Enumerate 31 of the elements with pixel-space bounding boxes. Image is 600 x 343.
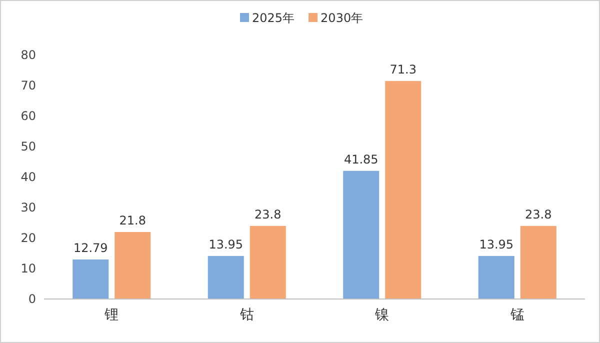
x-tick-label: 锂: [104, 307, 119, 323]
data-label: 13.95: [479, 237, 514, 252]
bar: [478, 256, 514, 300]
data-label: 41.85: [344, 152, 378, 166]
bar: [114, 232, 151, 300]
y-tick-label: 60: [20, 109, 36, 123]
x-tick-label: 锰: [509, 307, 524, 323]
y-tick-label: 40: [20, 170, 36, 184]
data-label: 23.8: [254, 207, 282, 222]
y-tick-label: 30: [20, 200, 36, 214]
data-label: 12.79: [73, 240, 108, 255]
data-label: 13.95: [208, 237, 244, 252]
y-tick-label: 70: [20, 78, 36, 92]
bar: [385, 81, 422, 300]
y-tick-label: 80: [20, 48, 36, 62]
bar: [72, 259, 109, 300]
y-tick-label: 10: [20, 262, 36, 276]
legend-label: 2030年: [320, 11, 364, 25]
bar: [520, 226, 556, 300]
y-tick-label: 0: [28, 292, 36, 306]
x-tick-label: 钴: [238, 307, 254, 323]
legend-label: 2025年: [252, 11, 295, 25]
bar: [208, 256, 244, 300]
bar: [250, 226, 286, 300]
data-label: 21.8: [119, 214, 146, 228]
bar: [343, 170, 380, 300]
x-tick-label: 镍: [374, 307, 390, 323]
data-label: 23.8: [525, 207, 552, 222]
y-tick-label: 50: [20, 140, 36, 154]
data-label: 71.3: [390, 62, 416, 77]
y-tick-label: 20: [20, 231, 36, 245]
